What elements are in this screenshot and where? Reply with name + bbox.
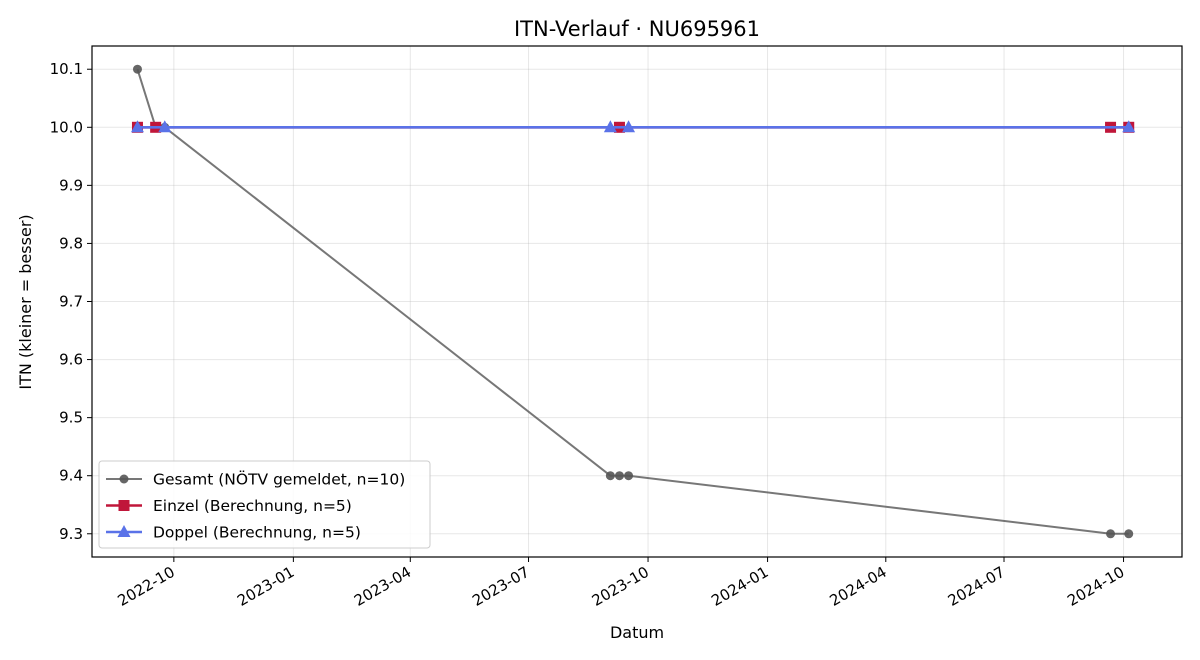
y-tick-label: 9.8 <box>59 234 83 252</box>
data-point-doppel <box>158 120 172 133</box>
legend-box <box>98 460 431 549</box>
x-tick-label: 2024-10 <box>1064 563 1127 610</box>
data-point-doppel <box>1122 120 1136 133</box>
legend-label-einzel: Einzel (Berechnung, n=5) <box>153 497 352 515</box>
y-tick-label: 9.9 <box>59 176 83 194</box>
data-point-doppel <box>622 120 636 133</box>
legend-marker-doppel <box>117 525 131 537</box>
x-tick-label: 2024-04 <box>827 563 890 610</box>
y-tick-label: 9.3 <box>59 525 83 543</box>
series-layer <box>130 64 1136 539</box>
data-point-gesamt <box>132 64 142 74</box>
data-point-doppel <box>603 120 617 133</box>
data-point-gesamt <box>624 471 634 481</box>
x-tick-label: 2024-07 <box>945 563 1008 610</box>
y-tick-label: 9.7 <box>59 293 83 311</box>
data-point-gesamt <box>605 471 615 481</box>
x-tick-label: 2024-01 <box>708 563 771 610</box>
data-point-gesamt <box>1106 529 1116 539</box>
y-tick-label: 9.5 <box>59 409 83 427</box>
data-point-gesamt <box>1124 529 1134 539</box>
x-tick-label: 2023-04 <box>351 563 414 610</box>
x-tick-label: 2023-10 <box>589 563 652 610</box>
legend-marker-einzel <box>118 500 130 511</box>
legend-label-gesamt: Gesamt (NÖTV gemeldet, n=10) <box>153 470 405 489</box>
y-tick-label: 10.0 <box>50 118 83 136</box>
legend-label-doppel: Doppel (Berechnung, n=5) <box>153 524 361 542</box>
legend: Gesamt (NÖTV gemeldet, n=10) Einzel (Bere… <box>98 460 431 549</box>
data-point-gesamt <box>614 471 624 481</box>
y-tick-label: 9.4 <box>59 467 83 485</box>
x-tick-label: 2023-01 <box>234 563 297 610</box>
chart-title: ITN-Verlauf · NU695961 <box>514 17 760 41</box>
y-tick-label: 10.1 <box>50 60 83 78</box>
y-tick-label: 9.6 <box>59 351 83 369</box>
y-axis-label: ITN (kleiner = besser) <box>16 214 35 389</box>
series-doppel <box>130 120 1136 133</box>
legend-marker-gesamt <box>119 474 129 484</box>
data-point-doppel <box>130 120 144 133</box>
grid-layer <box>92 46 1182 557</box>
x-tick-label: 2023-07 <box>469 563 532 610</box>
x-axis-label: Datum <box>610 623 664 642</box>
x-tick-label: 2022-10 <box>115 563 178 610</box>
